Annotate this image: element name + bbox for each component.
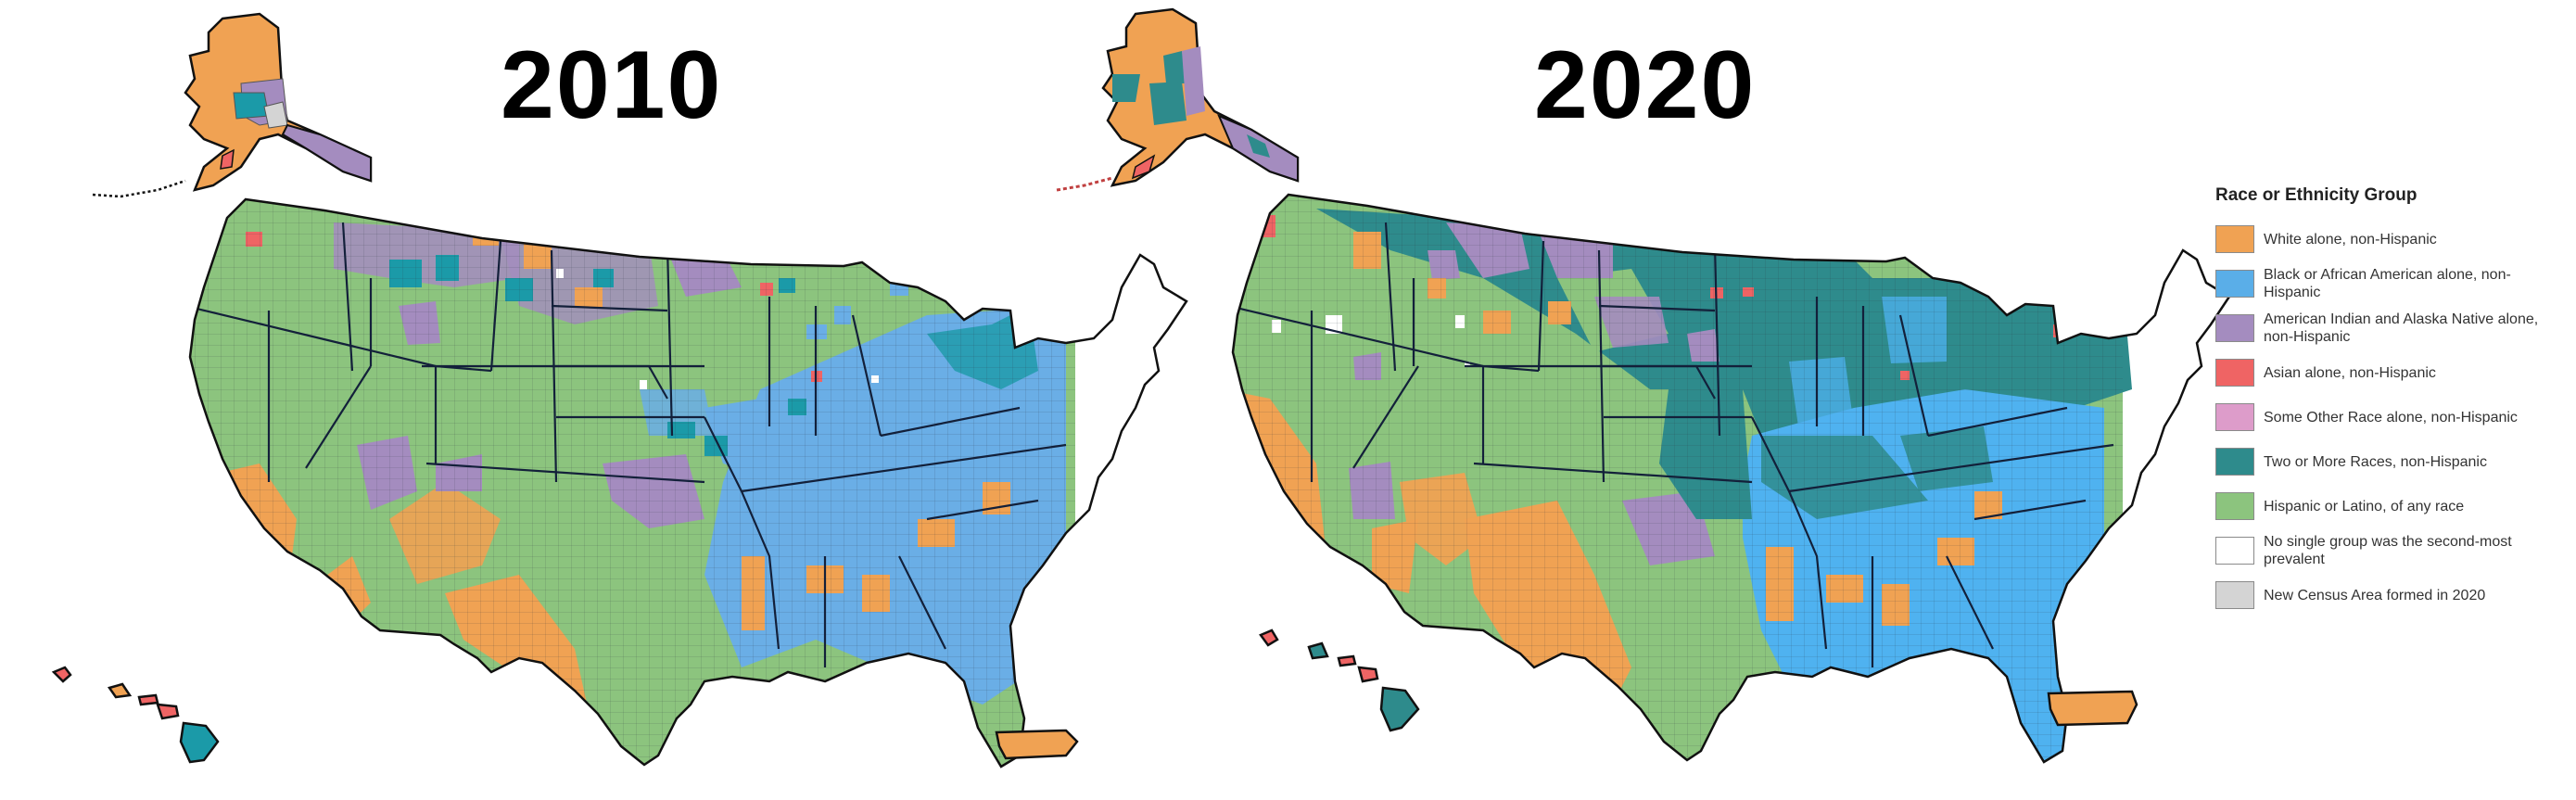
legend-item-none: No single group was the second-most prev… [2215,528,2568,573]
legend-label: Asian alone, non-Hispanic [2264,364,2436,381]
legend-label: White alone, non-Hispanic [2264,231,2437,248]
legend-label: New Census Area formed in 2020 [2264,587,2486,603]
legend-item-asian: Asian alone, non-Hispanic [2215,350,2568,395]
swatch-new-area [2215,581,2254,609]
legend-label: Two or More Races, non-Hispanic [2264,453,2487,470]
legend-item-white: White alone, non-Hispanic [2215,217,2568,261]
swatch-white [2215,225,2254,253]
swatch-asian [2215,359,2254,387]
puerto-rico-2010 [995,729,1079,760]
swatch-black [2215,270,2254,298]
map-2020 [1056,7,2231,764]
swatch-other [2215,403,2254,431]
conus-2010 [190,199,1075,767]
legend-label: No single group was the second-most prev… [2264,534,2512,567]
hawaii-2020 [1259,629,1420,732]
swatch-none [2215,537,2254,565]
legend-label: Hispanic or Latino, of any race [2264,498,2465,514]
title-2020: 2020 [1534,32,1757,139]
hawaii-2010 [51,666,220,764]
legend-item-two-or-more: Two or More Races, non-Hispanic [2215,439,2568,484]
alaska-2010 [92,12,373,198]
map-2010 [51,12,1188,768]
legend-item-hispanic: Hispanic or Latino, of any race [2215,484,2568,528]
legend-item-aian: American Indian and Alaska Native alone,… [2215,306,2568,350]
legend-item-other: Some Other Race alone, non-Hispanic [2215,395,2568,439]
title-2010: 2010 [501,32,723,139]
conus-2020 [1233,195,2132,762]
swatch-two-or-more [2215,448,2254,476]
alaska-2020 [1056,7,1300,192]
legend-title: Race or Ethnicity Group [2215,185,2417,205]
swatch-hispanic [2215,492,2254,520]
legend-item-black: Black or African American alone, non-His… [2215,261,2568,306]
legend-label: Some Other Race alone, non-Hispanic [2264,409,2518,425]
legend-label: American Indian and Alaska Native alone,… [2264,311,2539,345]
legend-item-new-area: New Census Area formed in 2020 [2215,573,2568,617]
legend-label: Black or African American alone, non-His… [2264,267,2511,300]
puerto-rico-2020 [2047,690,2138,727]
swatch-aian [2215,314,2254,342]
legend: Race or Ethnicity Group White alone, non… [2215,185,2568,617]
